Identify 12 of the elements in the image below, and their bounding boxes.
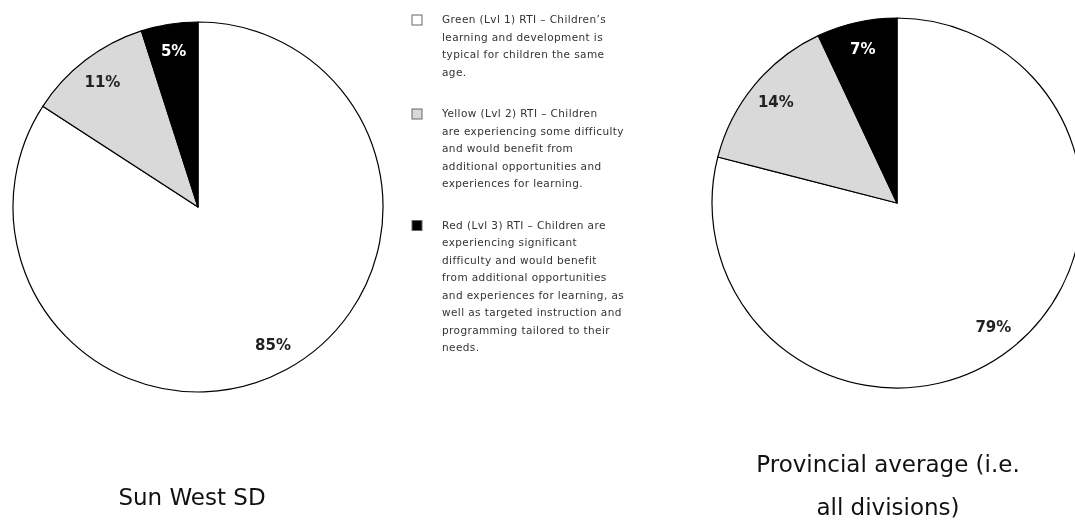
text: Provincial average (i.e. all divisions) (756, 451, 1020, 520)
data-label: 7% (849, 40, 876, 59)
data-label: 79% (975, 317, 1012, 336)
pie-slice (12, 21, 384, 393)
legend-label: Red (Lvl 3) RTI – Children are experiencing significant difficulty and would benefit from additional opportunities and experiences for learning, as well as targeted instruction and programming tailored to their needs. (442, 218, 625, 353)
data-label: 11% (84, 72, 121, 91)
legend-label: Yellow (Lvl 2) RTI – Children are experiencing some difficulty and would benefit from additional opportunities and experiences for learning. (441, 107, 624, 189)
data-label: 14% (757, 93, 794, 112)
slice-label: Green (Lvl 1) RTI – Children’s learning and development is typical for children the same age. (442, 13, 607, 78)
text: Sun West SD (118, 484, 266, 510)
data-label: 85% (255, 335, 292, 354)
data-label: 5% (160, 42, 187, 61)
